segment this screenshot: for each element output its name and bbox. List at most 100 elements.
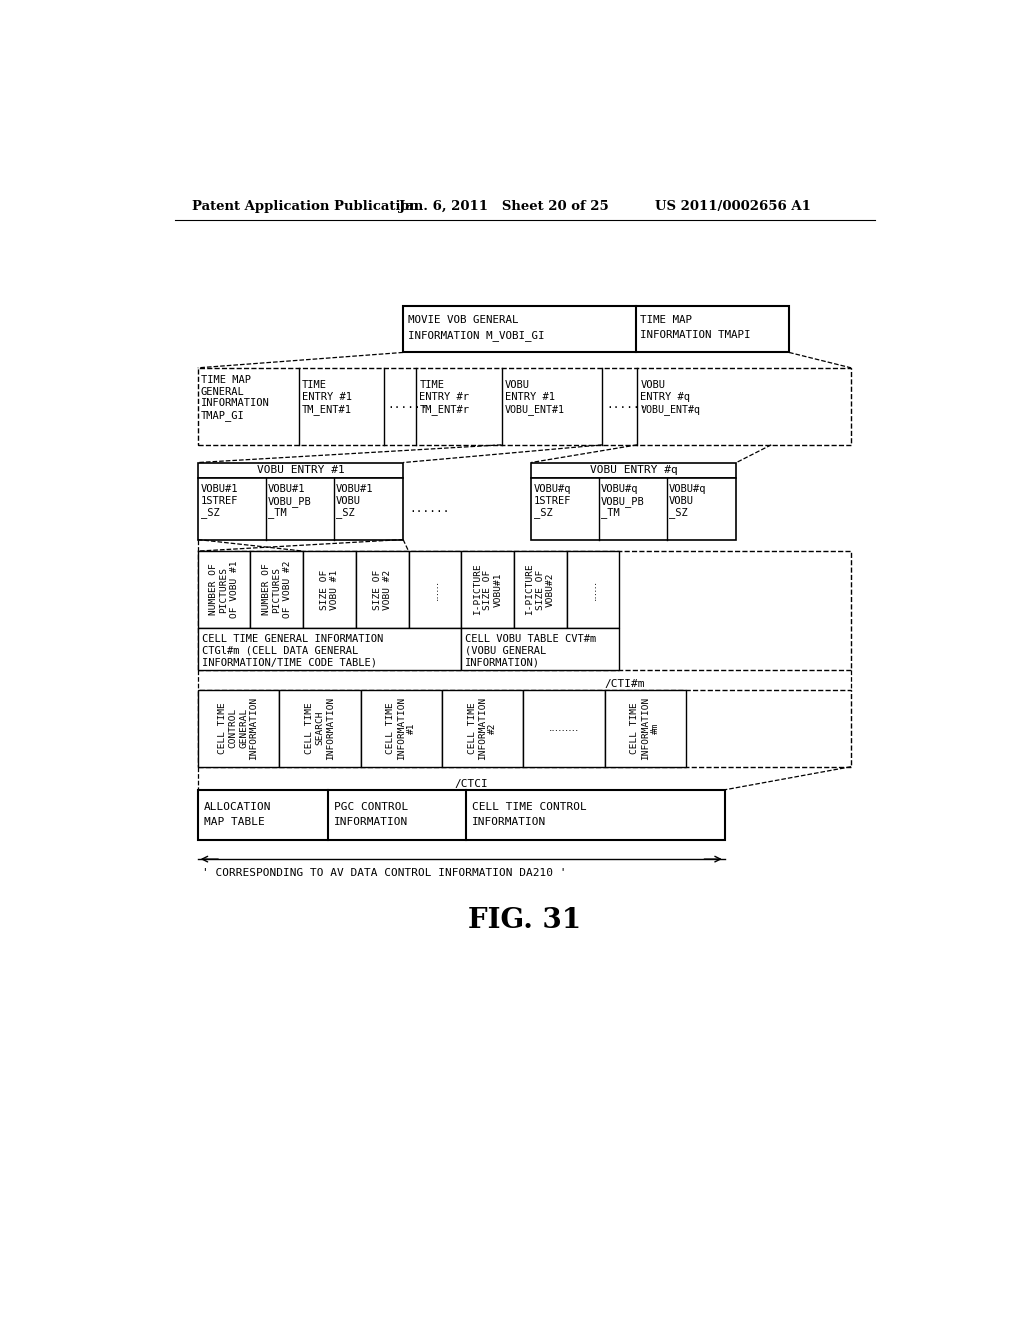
Text: ALLOCATION: ALLOCATION [204, 801, 271, 812]
Text: CTGl#m (CELL DATA GENERAL: CTGl#m (CELL DATA GENERAL [202, 645, 357, 656]
Text: TM_ENT#r: TM_ENT#r [420, 404, 469, 414]
Bar [198, 368, 851, 445]
Text: NUMBER OF
PICTURES
OF VOBU #2: NUMBER OF PICTURES OF VOBU #2 [262, 561, 292, 618]
Text: /CTCI: /CTCI [455, 779, 488, 788]
Bar [403, 306, 790, 352]
Text: SIZE OF
VOBU #2: SIZE OF VOBU #2 [373, 569, 392, 610]
Text: TM_ENT#1: TM_ENT#1 [302, 404, 351, 414]
Text: ENTRY #1: ENTRY #1 [505, 392, 555, 403]
Bar [531, 478, 736, 540]
Text: VOBU ENTRY #q: VOBU ENTRY #q [590, 465, 678, 475]
Text: CELL TIME
INFORMATION
#1: CELL TIME INFORMATION #1 [386, 697, 416, 760]
Bar [604, 689, 686, 767]
Text: INFORMATION: INFORMATION [201, 399, 269, 408]
Text: VOBU: VOBU [640, 380, 666, 389]
Text: VOBU ENTRY #1: VOBU ENTRY #1 [257, 465, 344, 475]
Text: ENTRY #1: ENTRY #1 [302, 392, 351, 403]
Text: ......: ...... [606, 400, 647, 409]
Bar [514, 552, 566, 628]
Text: VOBU: VOBU [336, 496, 360, 506]
Text: 1STREF: 1STREF [535, 496, 571, 506]
Text: .........: ......... [549, 723, 580, 733]
Bar [198, 628, 461, 671]
Text: INFORMATION/TIME CODE TABLE): INFORMATION/TIME CODE TABLE) [202, 657, 377, 668]
Text: ' CORRESPONDING TO AV DATA CONTROL INFORMATION DA210 ': ' CORRESPONDING TO AV DATA CONTROL INFOR… [202, 869, 566, 878]
Text: 1STREF: 1STREF [201, 496, 239, 506]
Bar [198, 789, 725, 840]
Text: MAP TABLE: MAP TABLE [204, 817, 264, 828]
Text: CELL VOBU TABLE CVT#m: CELL VOBU TABLE CVT#m [465, 634, 596, 644]
Bar [303, 552, 356, 628]
Text: FIG. 31: FIG. 31 [468, 907, 582, 935]
Text: CELL TIME
CONTROL
GENERAL
INFORMATION: CELL TIME CONTROL GENERAL INFORMATION [218, 697, 258, 760]
Text: ......: ...... [410, 504, 450, 513]
Bar [198, 552, 251, 628]
Text: TIME: TIME [420, 380, 444, 389]
Text: ......: ...... [388, 400, 428, 409]
Text: ENTRY #r: ENTRY #r [420, 392, 469, 403]
Bar [251, 552, 303, 628]
Text: I-PICTURE
SIZE OF
VOBU#1: I-PICTURE SIZE OF VOBU#1 [473, 564, 503, 615]
Bar [360, 689, 442, 767]
Text: INFORMATION: INFORMATION [334, 817, 409, 828]
Text: VOBU_PB: VOBU_PB [267, 495, 311, 507]
Text: ......: ...... [430, 579, 440, 599]
Text: _SZ: _SZ [535, 507, 553, 517]
Text: MOVIE VOB GENERAL: MOVIE VOB GENERAL [408, 315, 518, 325]
Text: _SZ: _SZ [669, 507, 688, 517]
Text: _SZ: _SZ [201, 507, 219, 517]
Text: /CTI#m: /CTI#m [604, 678, 645, 689]
Bar [523, 689, 604, 767]
Bar [356, 552, 409, 628]
Text: CELL TIME CONTROL: CELL TIME CONTROL [472, 801, 587, 812]
Text: Jan. 6, 2011   Sheet 20 of 25: Jan. 6, 2011 Sheet 20 of 25 [399, 201, 609, 214]
Text: PGC CONTROL: PGC CONTROL [334, 801, 409, 812]
Text: VOBU: VOBU [669, 496, 694, 506]
Text: NUMBER OF
PICTURES
OF VOBU #1: NUMBER OF PICTURES OF VOBU #1 [209, 561, 239, 618]
Text: VOBU#q: VOBU#q [535, 484, 571, 495]
Bar [566, 552, 620, 628]
Text: VOBU_ENT#q: VOBU_ENT#q [640, 404, 700, 414]
Bar [409, 552, 461, 628]
Bar [531, 462, 736, 478]
Text: TMAP_GI: TMAP_GI [201, 411, 245, 421]
Text: _TM: _TM [601, 507, 620, 517]
Bar [198, 478, 403, 540]
Text: INFORMATION M_VOBI_GI: INFORMATION M_VOBI_GI [408, 330, 545, 341]
Text: INFORMATION TMAPI: INFORMATION TMAPI [640, 330, 751, 341]
Bar [198, 689, 851, 767]
Text: VOBU#1: VOBU#1 [267, 484, 305, 495]
Bar [198, 462, 403, 478]
Text: VOBU_PB: VOBU_PB [601, 495, 644, 507]
Text: ......: ...... [588, 579, 598, 599]
Text: VOBU_ENT#1: VOBU_ENT#1 [505, 404, 564, 414]
Text: VOBU#q: VOBU#q [669, 484, 707, 495]
Text: CELL TIME
INFORMATION
#m: CELL TIME INFORMATION #m [631, 697, 660, 760]
Text: _TM: _TM [267, 507, 287, 517]
Text: I-PICTURE
SIZE OF
VOBU#2: I-PICTURE SIZE OF VOBU#2 [525, 564, 555, 615]
Bar [280, 689, 360, 767]
Text: INFORMATION): INFORMATION) [465, 657, 540, 668]
Bar [198, 689, 280, 767]
Text: VOBU: VOBU [505, 380, 529, 389]
Bar [198, 552, 851, 671]
Text: VOBU#q: VOBU#q [601, 484, 638, 495]
Text: CELL TIME GENERAL INFORMATION: CELL TIME GENERAL INFORMATION [202, 634, 383, 644]
Text: TIME: TIME [302, 380, 327, 389]
Text: VOBU#1: VOBU#1 [336, 484, 373, 495]
Text: CELL TIME
INFORMATION
#2: CELL TIME INFORMATION #2 [468, 697, 498, 760]
Bar [461, 552, 514, 628]
Text: ENTRY #q: ENTRY #q [640, 392, 690, 403]
Text: (VOBU GENERAL: (VOBU GENERAL [465, 645, 547, 656]
Text: TIME MAP: TIME MAP [201, 375, 251, 385]
Text: CELL TIME
SEARCH
INFORMATION: CELL TIME SEARCH INFORMATION [305, 697, 335, 760]
Text: VOBU#1: VOBU#1 [201, 484, 239, 495]
Text: TIME MAP: TIME MAP [640, 315, 692, 325]
Text: Patent Application Publication: Patent Application Publication [191, 201, 418, 214]
Text: GENERAL: GENERAL [201, 387, 245, 397]
Text: _SZ: _SZ [336, 507, 354, 517]
Text: SIZE OF
VOBU #1: SIZE OF VOBU #1 [319, 569, 339, 610]
Bar [442, 689, 523, 767]
Text: US 2011/0002656 A1: US 2011/0002656 A1 [655, 201, 811, 214]
Bar [461, 628, 620, 671]
